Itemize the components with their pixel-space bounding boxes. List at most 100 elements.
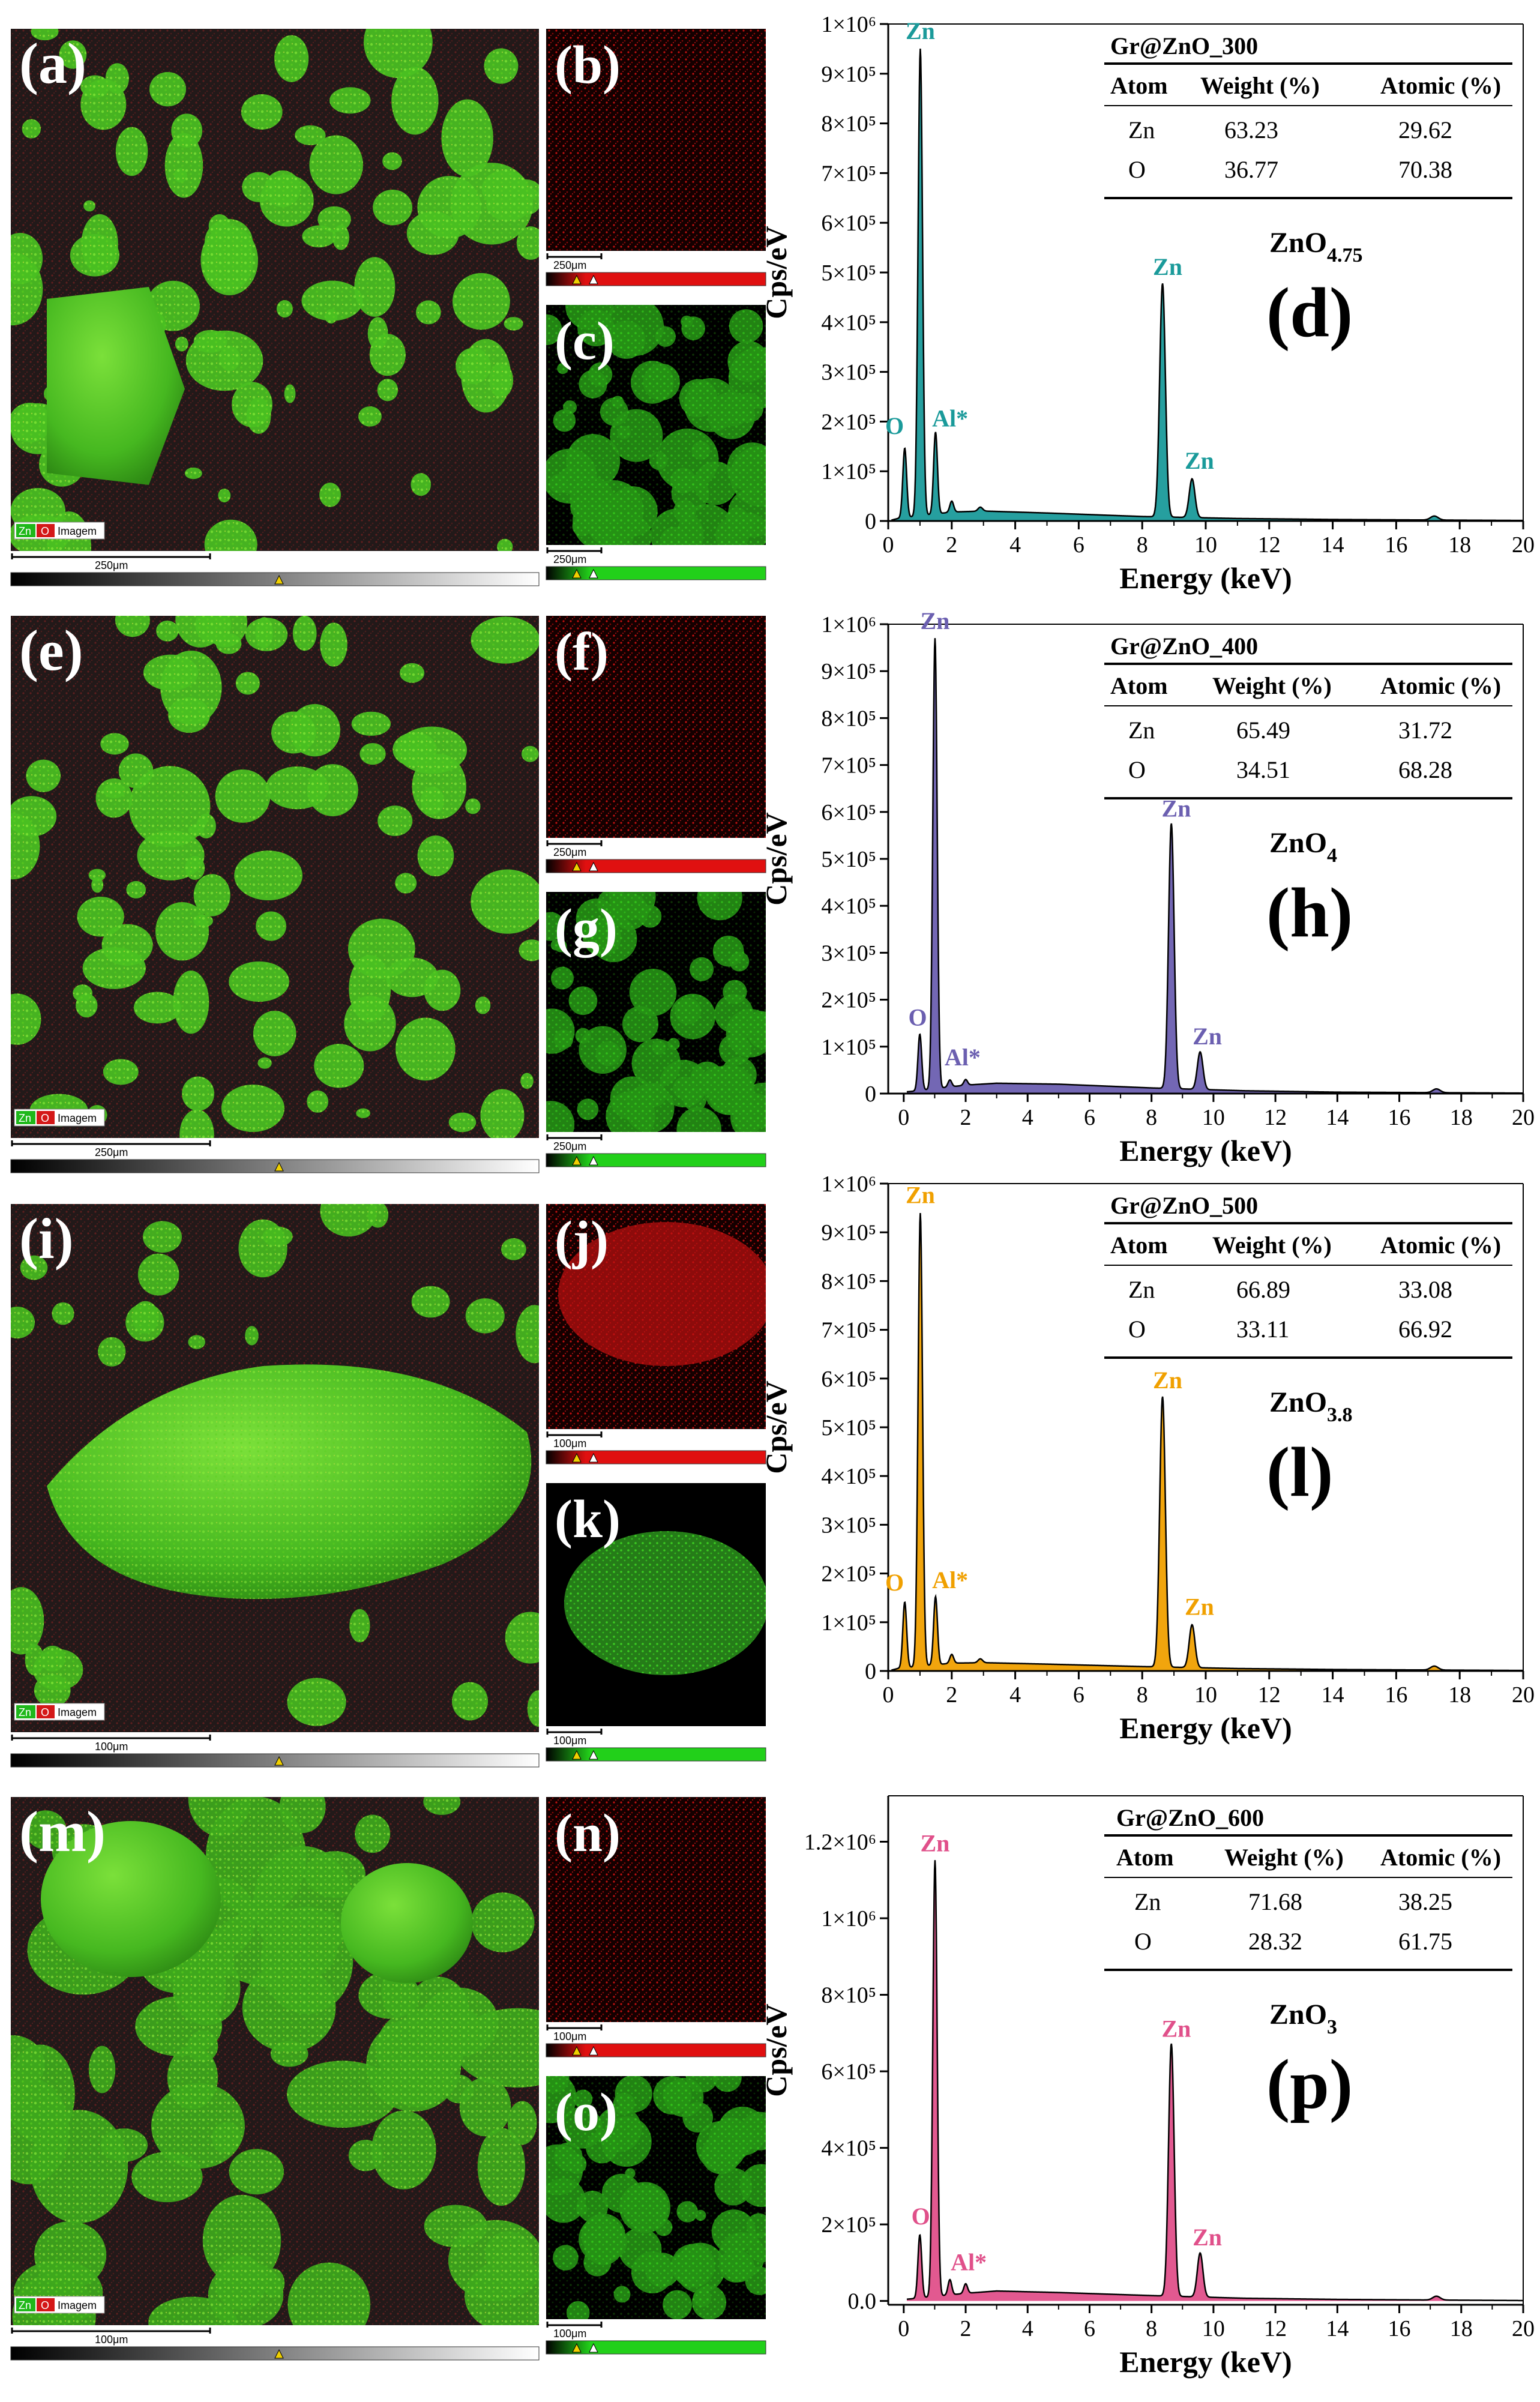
- intensity-marker: [572, 1155, 582, 1166]
- peak-label: Zn: [1162, 2015, 1191, 2042]
- particle-texture: [235, 672, 260, 695]
- peak-label: Zn: [1153, 1367, 1182, 1394]
- y-tick-label: 8×10⁵: [821, 1983, 876, 2008]
- peak-label: Al*: [945, 1044, 981, 1071]
- table-cell: 61.75: [1398, 1928, 1452, 1955]
- panel-letter: (l): [1266, 1433, 1333, 1511]
- intensity-bar: [546, 1450, 766, 1464]
- y-tick-label: 3×10⁵: [821, 941, 876, 966]
- particle-texture: [128, 766, 211, 847]
- y-tick-label: 1×10⁶: [821, 12, 876, 37]
- particle-texture: [382, 152, 402, 170]
- legend-swatch-o: [37, 2298, 55, 2311]
- particle-texture: [415, 300, 441, 325]
- particle-texture: [459, 2077, 511, 2137]
- intensity-marker: [589, 1452, 598, 1463]
- spectrum-line: [906, 1860, 1524, 2302]
- legend-label-image: Imagem: [58, 1706, 97, 1718]
- intensity-bar: [546, 1153, 766, 1167]
- y-tick-label: 7×10⁵: [821, 161, 876, 186]
- scale-bar: 250μm: [546, 547, 603, 565]
- particle-texture: [504, 317, 523, 331]
- table-cell: 66.92: [1398, 1316, 1452, 1343]
- particle-texture: [52, 1302, 74, 1325]
- particle-texture: [11, 796, 57, 837]
- y-tick-label: 9×10⁵: [821, 62, 876, 87]
- x-tick-label: 12: [1258, 532, 1281, 558]
- x-tick-label: 16: [1388, 1105, 1411, 1130]
- intensity-marker: [572, 274, 582, 284]
- table-header: Weight (%): [1212, 672, 1332, 699]
- x-tick-label: 12: [1264, 2316, 1287, 2341]
- particle-texture: [287, 1678, 346, 1726]
- peak-label: Zn: [1153, 253, 1182, 280]
- formula-base: ZnO: [1269, 1999, 1327, 2030]
- peak-label: Zn: [1193, 1023, 1222, 1050]
- formula-subscript: 4: [1327, 844, 1337, 867]
- particle-texture: [103, 783, 126, 799]
- panel-letter: (d): [1266, 273, 1353, 352]
- particle-texture: [292, 616, 317, 651]
- particle-texture: [77, 897, 124, 937]
- table-cell: 34.51: [1236, 756, 1290, 783]
- scale-label: 250μm: [95, 559, 128, 571]
- eds-spectrum: 0 2 4 6 8 10 12 14 16 18 20 0.0 2×10⁵ 4×10⁵ 6×10⁵ 8×10⁵…: [759, 1795, 1535, 2379]
- particle-texture: [480, 1089, 525, 1138]
- x-tick-label: 10: [1202, 1105, 1225, 1130]
- scale-bar: 250μm: [11, 1140, 211, 1158]
- particle-texture: [193, 874, 230, 917]
- oxygen-dense-region: [558, 1222, 766, 1366]
- table-cell: 65.49: [1236, 717, 1290, 744]
- table-header: Weight (%): [1212, 1232, 1332, 1259]
- y-tick-label: 4×10⁵: [821, 1464, 876, 1489]
- x-tick-label: 18: [1450, 1105, 1473, 1130]
- y-tick-label: 1×10⁵: [821, 1610, 876, 1636]
- particle-texture: [505, 1612, 539, 1664]
- eds-spectrum: 0 2 4 6 8 10 12 14 16 18 20 0 1×10⁵ 2×10⁵ 3×10⁵ 4×10⁵ 5×…: [759, 12, 1535, 595]
- particle-texture: [175, 336, 188, 352]
- intensity-bar: [546, 2340, 766, 2355]
- table-cell: Zn: [1128, 1276, 1155, 1303]
- scale-bar: 250μm: [546, 253, 603, 271]
- image-panel: (j) 100μm: [546, 1204, 766, 1464]
- table-cell: 68.28: [1398, 756, 1452, 783]
- composition-table: Gr@ZnO_400 Atom Weight (%) Atomic (%) Zn 65.4…: [1104, 633, 1512, 867]
- particle-texture: [417, 835, 454, 877]
- x-tick-label: 20: [1512, 2316, 1535, 2341]
- oxygen-map: [546, 616, 766, 838]
- large-particle: [47, 287, 185, 485]
- particle-texture: [475, 996, 491, 1014]
- particle-texture: [260, 1907, 353, 2014]
- particle-texture: [202, 2194, 281, 2286]
- image-panel: (f) 250μm: [546, 616, 766, 873]
- large-particle: [341, 1863, 473, 1983]
- particle-texture: [234, 850, 303, 901]
- x-tick-label: 6: [1084, 1105, 1095, 1130]
- x-tick-label: 18: [1448, 1682, 1471, 1708]
- x-tick-label: 20: [1512, 532, 1535, 558]
- image-panel: Zn O Imagem (e) 250μm: [10, 616, 540, 1173]
- particle-texture: [241, 94, 283, 130]
- particle-texture: [125, 1303, 164, 1342]
- particle-texture: [522, 745, 539, 762]
- particle-texture: [424, 2205, 487, 2248]
- x-tick-label: 4: [1022, 1105, 1033, 1130]
- intensity-marker: [572, 1452, 582, 1463]
- formula-subscript: 3: [1327, 2016, 1337, 2038]
- particle-texture: [356, 1108, 370, 1118]
- particle-texture: [11, 993, 41, 1045]
- particle-texture: [417, 176, 481, 239]
- legend-label-o: O: [41, 1706, 49, 1718]
- table-cell: 71.68: [1248, 1888, 1302, 1915]
- panel-letter: (n): [555, 1804, 621, 1863]
- legend-label-zn: Zn: [19, 1112, 31, 1124]
- table-header: Atom: [1116, 1844, 1174, 1871]
- intensity-marker: [274, 2349, 284, 2359]
- x-tick-label: 0: [883, 532, 894, 558]
- particle-texture: [208, 2261, 284, 2325]
- particle-texture: [309, 135, 363, 194]
- scale-bar: 250μm: [11, 553, 211, 571]
- intensity-marker: [589, 568, 598, 579]
- particle-texture: [151, 2083, 245, 2169]
- table-cell: O: [1134, 1928, 1152, 1955]
